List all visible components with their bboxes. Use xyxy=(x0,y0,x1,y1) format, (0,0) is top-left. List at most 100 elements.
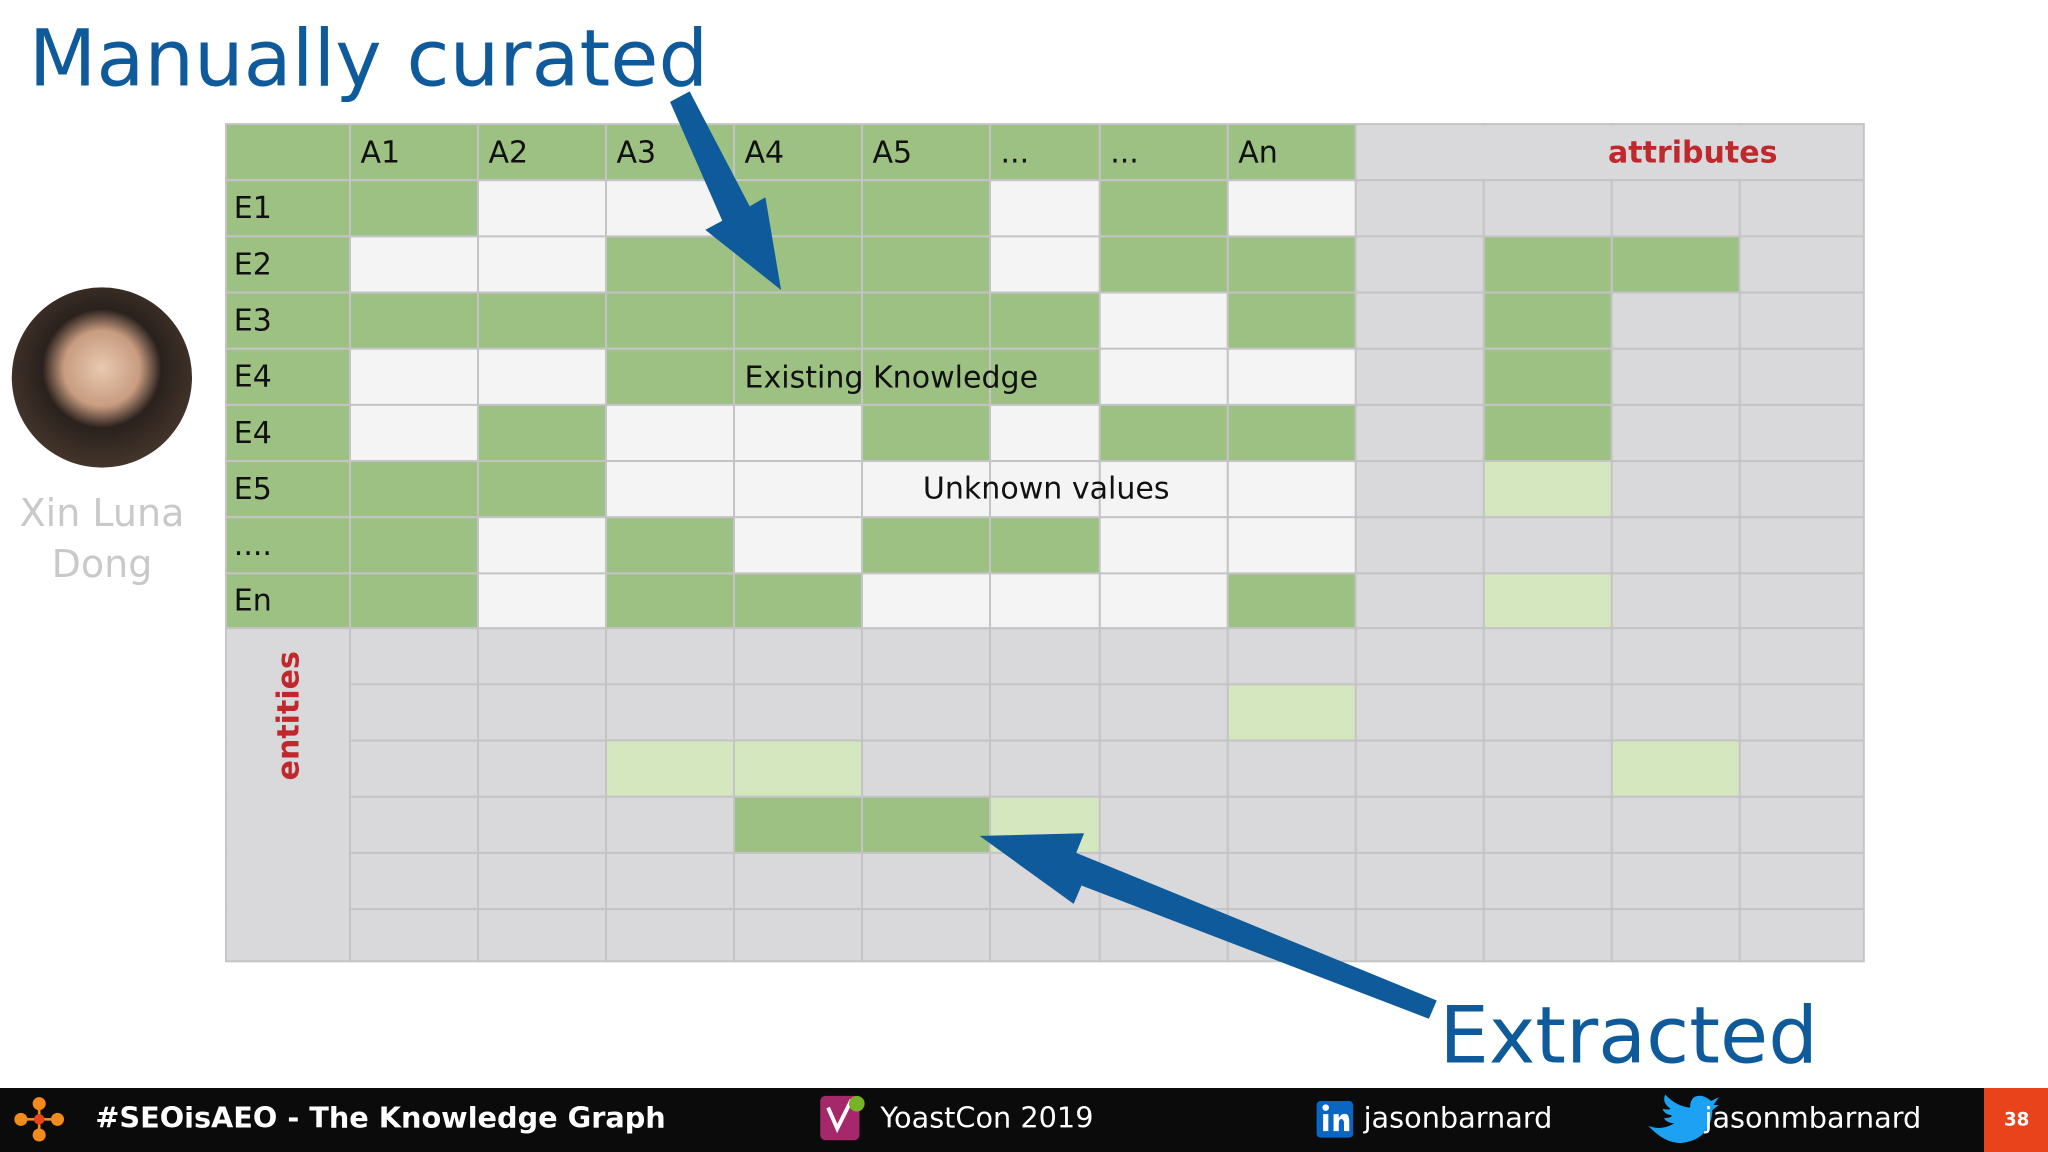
table-cell xyxy=(989,347,1101,406)
table-cell xyxy=(1226,627,1357,686)
attributes-header xyxy=(1357,125,1863,179)
arrow-up xyxy=(979,833,1437,1019)
table-cell xyxy=(605,683,736,742)
table-cell xyxy=(1610,627,1741,686)
table-cell xyxy=(605,347,736,406)
table-cell xyxy=(349,683,480,742)
table-cell xyxy=(1354,683,1485,742)
table-cell xyxy=(1482,291,1613,350)
table-cell xyxy=(605,851,736,911)
table-cell xyxy=(605,739,736,798)
table-cell xyxy=(861,460,992,519)
table-cell xyxy=(1226,851,1357,911)
table-cell xyxy=(1098,572,1229,630)
table-cell xyxy=(1482,739,1613,798)
table-cell xyxy=(733,572,864,630)
table-cell xyxy=(989,516,1101,575)
table-cell xyxy=(1610,516,1741,575)
footer-event: YoastCon 2019 xyxy=(879,1100,1093,1134)
table-cell xyxy=(1354,460,1485,519)
column-header: A5 xyxy=(872,136,912,171)
table-cell xyxy=(1482,851,1613,911)
table-cell xyxy=(1610,739,1741,798)
table-cell xyxy=(1610,795,1741,854)
table-cell xyxy=(605,235,736,294)
table-cell xyxy=(861,627,992,686)
footer-twitter: jasonmbarnard xyxy=(1703,1100,1921,1134)
table-cell xyxy=(477,460,608,519)
table-cell xyxy=(1738,235,1865,294)
table-cell xyxy=(861,123,992,182)
table-cell xyxy=(349,347,480,406)
table-cell xyxy=(1098,123,1229,182)
table-cell xyxy=(1354,627,1485,686)
table-cell xyxy=(1482,403,1613,463)
table-cell xyxy=(1610,347,1741,406)
table-cell xyxy=(349,179,480,238)
table-cell xyxy=(477,403,608,463)
table-cell xyxy=(1482,179,1613,238)
table-cell xyxy=(1738,347,1865,406)
table-cell xyxy=(989,572,1101,630)
table-cell xyxy=(477,739,608,798)
arrows xyxy=(670,91,1437,1019)
table-cell xyxy=(1354,851,1485,911)
table-cell xyxy=(733,683,864,742)
column-header: An xyxy=(1238,136,1278,171)
table-cell xyxy=(349,908,480,963)
existing-knowledge-label: Existing Knowledge xyxy=(744,360,1038,395)
table-cell xyxy=(1738,683,1865,742)
table-cell xyxy=(1354,235,1485,294)
table-cell xyxy=(861,291,992,350)
table-cell xyxy=(989,739,1101,798)
table-cell xyxy=(349,516,480,575)
row-header: E3 xyxy=(234,303,272,338)
table-cell xyxy=(477,347,608,406)
table-cell xyxy=(605,403,736,463)
slide-title: Manually curated xyxy=(29,13,708,104)
yoast-icon xyxy=(820,1095,865,1141)
table-cell xyxy=(733,291,864,350)
column-header: A4 xyxy=(744,136,784,171)
table-cell xyxy=(224,347,352,406)
table-cell xyxy=(861,516,992,575)
table-cell xyxy=(861,179,992,238)
table-cell xyxy=(1738,627,1865,686)
logo xyxy=(14,1097,64,1142)
table-cell xyxy=(349,572,480,630)
table-cell xyxy=(733,908,864,963)
table-cell xyxy=(1098,627,1229,686)
column-header: ... xyxy=(1110,136,1139,171)
table-cell xyxy=(861,739,992,798)
table-cell xyxy=(1738,851,1865,911)
table-cell xyxy=(477,572,608,630)
table-cell xyxy=(1354,347,1485,406)
table-cell xyxy=(349,795,480,854)
entities-label: entities xyxy=(271,651,306,780)
table-cell xyxy=(1098,179,1229,238)
row-header: E1 xyxy=(234,191,272,226)
row-header: E4 xyxy=(234,360,272,395)
table-cell xyxy=(1610,403,1741,463)
table-cell xyxy=(477,627,608,686)
table-cell xyxy=(1098,739,1229,798)
table-cell xyxy=(477,291,608,350)
table-cell xyxy=(733,403,864,463)
table-cell xyxy=(1098,347,1229,406)
table-cell xyxy=(1354,291,1485,350)
row-header: E5 xyxy=(234,472,272,507)
table-cell xyxy=(1482,683,1613,742)
twitter-icon xyxy=(1648,1094,1719,1143)
table-cell xyxy=(989,403,1101,463)
page-number: 38 xyxy=(2004,1110,2029,1131)
page-badge xyxy=(1984,1088,2048,1152)
speaker-photo xyxy=(11,287,193,468)
table-cell xyxy=(477,516,608,575)
table-cell xyxy=(733,627,864,686)
table-cell xyxy=(1226,739,1357,798)
unknown-values-label: Unknown values xyxy=(923,471,1170,506)
table-cell xyxy=(861,851,992,911)
table-cell xyxy=(733,851,864,911)
column-header: A3 xyxy=(616,136,656,171)
